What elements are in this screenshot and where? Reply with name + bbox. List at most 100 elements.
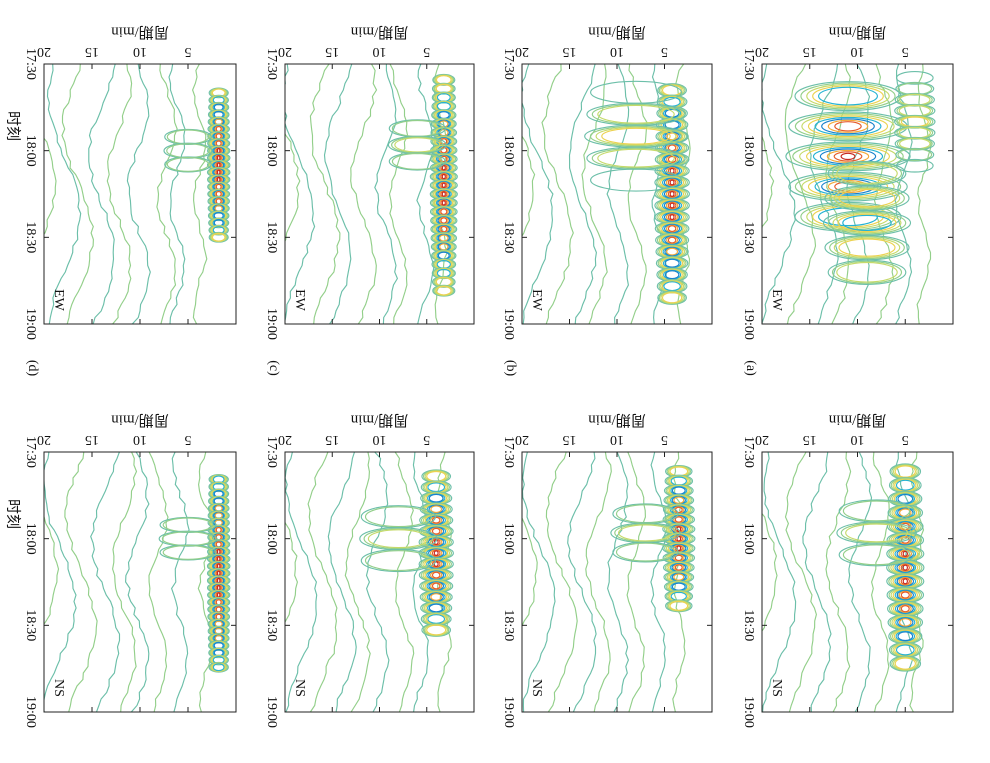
- contour-ring: [422, 623, 450, 637]
- contour-ring: [827, 119, 869, 133]
- contour-ring: [664, 270, 680, 280]
- time-tick-label: 17:30: [264, 436, 279, 468]
- period-tick-label: 5: [661, 44, 668, 59]
- contour-ring: [164, 156, 212, 173]
- contour-ring: [895, 630, 916, 642]
- contour-ring: [896, 104, 934, 118]
- contour-ring: [425, 481, 447, 493]
- contour-ring: [833, 187, 901, 209]
- contour-ring: [833, 237, 901, 258]
- background-contour: [285, 521, 299, 624]
- time-tick-label: 19:00: [264, 696, 279, 728]
- background-contour: [44, 137, 57, 236]
- contour-ring: [667, 225, 677, 232]
- time-tick-label: 19:00: [264, 308, 279, 340]
- contour-ring: [842, 544, 911, 566]
- contour-ring: [900, 577, 910, 585]
- contour-ring: [661, 280, 683, 292]
- contour-ring: [430, 505, 443, 514]
- contour-ring: [894, 479, 917, 492]
- background-contour: [156, 64, 178, 324]
- period-tick-label: 15: [803, 44, 817, 59]
- time-tick-label: 19:00: [501, 308, 516, 340]
- background-contour: [61, 64, 94, 324]
- contour-ring: [896, 115, 934, 129]
- contour-ring: [664, 235, 680, 245]
- contour-ring: [663, 212, 681, 222]
- period-tick-label: 20: [278, 432, 292, 447]
- background-contour: [90, 452, 121, 712]
- contour-ring: [827, 211, 907, 235]
- period-axis-label: 周期/min: [111, 24, 169, 41]
- period-tick-label: 5: [423, 432, 430, 447]
- contour-ring: [671, 582, 686, 591]
- contour-ring: [215, 133, 222, 140]
- period-tick-label: 10: [610, 44, 624, 59]
- contour-ring: [215, 613, 222, 620]
- panels-layer: 510152017:3018:0018:3019:00周期/minEW(a)51…: [5, 24, 954, 728]
- contour-ring: [215, 140, 222, 147]
- contour-ring: [212, 663, 225, 672]
- contour-ring: [898, 590, 912, 600]
- period-tick-label: 15: [325, 432, 339, 447]
- panel-label: (a): [743, 360, 758, 376]
- contour-ring: [676, 535, 682, 542]
- contour-ring: [800, 82, 896, 110]
- period-tick-label: 10: [133, 432, 147, 447]
- background-contour: [416, 64, 436, 324]
- contour-ring: [785, 141, 911, 172]
- contour-ring: [792, 142, 904, 170]
- contour-ring: [676, 545, 682, 552]
- time-tick-label: 18:30: [741, 609, 756, 641]
- background-contour: [126, 64, 151, 324]
- contour-ring: [367, 529, 429, 549]
- background-contour: [307, 452, 338, 712]
- contour-ring: [426, 470, 447, 482]
- contour-ring: [427, 482, 446, 493]
- background-contour: [607, 452, 630, 712]
- contour-ring: [664, 247, 680, 257]
- contour-group: [522, 452, 696, 712]
- time-tick-label: 18:30: [23, 221, 38, 253]
- background-contour: [541, 64, 574, 324]
- contour-ring: [893, 616, 918, 629]
- contour-ring: [657, 290, 687, 305]
- background-contour: [567, 452, 597, 712]
- contour-ring: [364, 550, 432, 572]
- plot-frame: [43, 63, 237, 325]
- contour-ring: [902, 550, 908, 557]
- contour-ring: [216, 155, 221, 161]
- contour-ring: [439, 243, 449, 251]
- contour-ring: [831, 161, 903, 186]
- contour-ring: [842, 500, 911, 522]
- background-contour: [762, 64, 796, 324]
- time-tick-label: 17:30: [741, 436, 756, 468]
- contour-ring: [669, 179, 675, 186]
- contour-ring: [895, 158, 934, 173]
- time-tick-label: 17:30: [264, 48, 279, 80]
- contour-ring: [892, 656, 918, 671]
- contour-ring: [902, 564, 908, 571]
- contour-ring: [436, 93, 451, 102]
- contour-ring: [821, 118, 875, 135]
- contour-ring: [845, 523, 909, 543]
- background-contour: [606, 64, 630, 324]
- panel-label: (b): [503, 360, 518, 377]
- contour-ring: [436, 251, 452, 260]
- contour-group: [522, 64, 691, 324]
- contour-ring: [440, 217, 448, 224]
- contour-ring: [590, 168, 682, 192]
- contour-ring: [818, 86, 878, 106]
- background-contour: [585, 452, 612, 712]
- contour-ring: [836, 163, 898, 184]
- time-tick-label: 19:00: [23, 696, 38, 728]
- contour-ring: [894, 657, 916, 670]
- contour-ring: [894, 562, 917, 574]
- contour-ring: [586, 146, 686, 170]
- background-contour: [148, 452, 169, 712]
